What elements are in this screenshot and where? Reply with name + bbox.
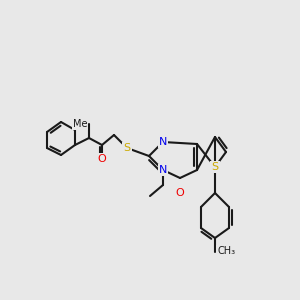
Text: N: N: [159, 137, 167, 147]
Text: Me: Me: [73, 119, 87, 129]
Text: S: S: [123, 143, 130, 153]
Text: CH₃: CH₃: [217, 246, 235, 256]
Text: S: S: [212, 162, 219, 172]
Text: O: O: [98, 154, 106, 164]
Text: N: N: [159, 165, 167, 175]
Text: O: O: [176, 188, 184, 198]
